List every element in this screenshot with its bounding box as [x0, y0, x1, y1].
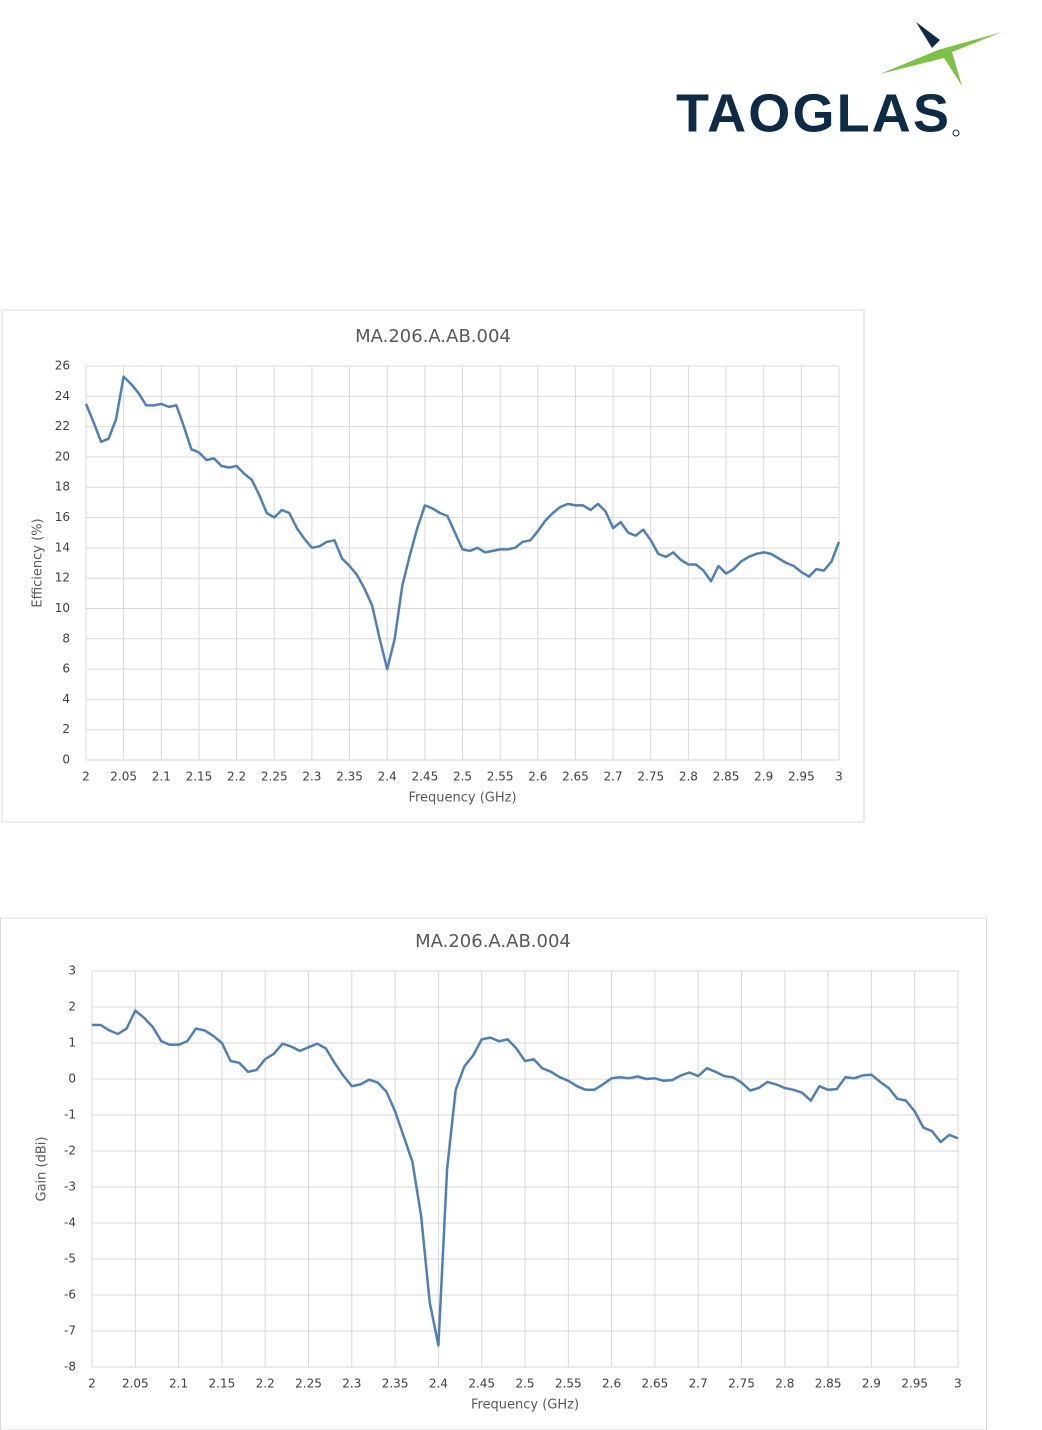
y-axis-label: Efficiency (%) — [31, 518, 46, 607]
x-tick-label: 2.7 — [689, 1377, 708, 1391]
x-tick-label: 2.4 — [429, 1377, 448, 1391]
x-tick-label: 2.15 — [186, 770, 213, 784]
y-tick-label: -1 — [64, 1108, 76, 1122]
x-axis-label: Frequency (GHz) — [408, 791, 516, 806]
y-tick-label: 8 — [62, 631, 70, 645]
y-tick-label: 3 — [68, 964, 76, 978]
chart-frame — [1, 309, 865, 823]
x-tick-label: 2.4 — [378, 770, 397, 784]
x-tick-label: 2.25 — [295, 1377, 322, 1391]
x-tick-label: 2 — [82, 770, 90, 784]
x-tick-label: 2.8 — [679, 770, 698, 784]
y-tick-label: 18 — [55, 480, 70, 494]
x-tick-label: 2.5 — [453, 770, 472, 784]
x-tick-label: 2.95 — [901, 1377, 928, 1391]
chart-title: MA.206.A.AB.004 — [355, 326, 511, 347]
x-tick-label: 2.3 — [302, 770, 321, 784]
x-tick-label: 2.45 — [411, 770, 438, 784]
y-tick-label: -5 — [64, 1252, 76, 1266]
y-tick-label: 12 — [55, 571, 70, 585]
x-tick-label: 2.1 — [169, 1377, 188, 1391]
y-tick-label: -2 — [64, 1144, 76, 1158]
x-tick-label: 2.55 — [487, 770, 514, 784]
y-tick-label: -8 — [64, 1360, 76, 1374]
y-tick-label: 24 — [55, 389, 70, 403]
chart-frame — [0, 917, 987, 1430]
y-tick-label: -7 — [64, 1324, 76, 1338]
x-tick-label: 2.25 — [261, 770, 288, 784]
x-tick-label: 2.35 — [382, 1377, 409, 1391]
x-tick-label: 2.65 — [642, 1377, 669, 1391]
x-tick-label: 2.6 — [528, 770, 547, 784]
y-tick-label: 2 — [68, 1000, 76, 1014]
x-tick-label: 2.6 — [602, 1377, 621, 1391]
x-tick-label: 2.65 — [562, 770, 589, 784]
y-tick-label: 10 — [55, 601, 70, 615]
x-tick-label: 2.15 — [209, 1377, 236, 1391]
x-tick-label: 2.3 — [342, 1377, 361, 1391]
y-tick-label: 6 — [62, 662, 70, 676]
y-tick-label: -3 — [64, 1180, 76, 1194]
x-tick-label: 2.05 — [110, 770, 137, 784]
x-axis-label: Frequency (GHz) — [471, 1398, 579, 1413]
y-tick-label: -6 — [64, 1288, 76, 1302]
x-tick-label: 2.85 — [713, 770, 740, 784]
x-tick-label: 3 — [835, 770, 843, 784]
y-tick-label: 14 — [55, 540, 70, 554]
x-tick-label: 3 — [954, 1377, 962, 1391]
x-tick-label: 2.05 — [122, 1377, 149, 1391]
x-tick-label: 2.1 — [152, 770, 171, 784]
y-tick-label: -4 — [64, 1216, 76, 1230]
y-tick-label: 1 — [68, 1036, 76, 1050]
y-tick-label: 20 — [55, 449, 70, 463]
x-tick-label: 2.9 — [862, 1377, 881, 1391]
x-tick-label: 2.95 — [788, 770, 815, 784]
x-tick-label: 2.85 — [815, 1377, 842, 1391]
x-tick-label: 2.7 — [604, 770, 623, 784]
x-tick-label: 2.45 — [468, 1377, 495, 1391]
y-tick-label: 26 — [55, 359, 70, 373]
y-tick-label: 0 — [62, 753, 70, 767]
logo-text: TAOGLAS — [676, 83, 948, 143]
y-tick-label: 0 — [68, 1072, 76, 1086]
x-tick-label: 2.2 — [256, 1377, 275, 1391]
x-tick-label: 2.5 — [515, 1377, 534, 1391]
x-tick-label: 2.55 — [555, 1377, 582, 1391]
y-tick-label: 16 — [55, 510, 70, 524]
x-tick-label: 2.9 — [754, 770, 773, 784]
y-tick-label: 2 — [62, 722, 70, 736]
logo-icon — [916, 22, 940, 48]
x-tick-label: 2.35 — [336, 770, 363, 784]
y-axis-label: Gain (dBi) — [35, 1137, 50, 1202]
y-tick-label: 4 — [62, 692, 70, 706]
data-line — [84, 375, 841, 671]
data-line — [92, 1009, 959, 1347]
logo: TAOGLAS — [676, 22, 1002, 143]
x-tick-label: 2.75 — [728, 1377, 755, 1391]
x-tick-label: 2.8 — [775, 1377, 794, 1391]
y-tick-label: 22 — [55, 419, 70, 433]
logo-icon — [880, 32, 1002, 86]
x-tick-label: 2 — [88, 1377, 96, 1391]
chart-title: MA.206.A.AB.004 — [415, 931, 571, 952]
logo-mark — [952, 129, 960, 137]
x-tick-label: 2.75 — [637, 770, 664, 784]
x-tick-label: 2.2 — [227, 770, 246, 784]
